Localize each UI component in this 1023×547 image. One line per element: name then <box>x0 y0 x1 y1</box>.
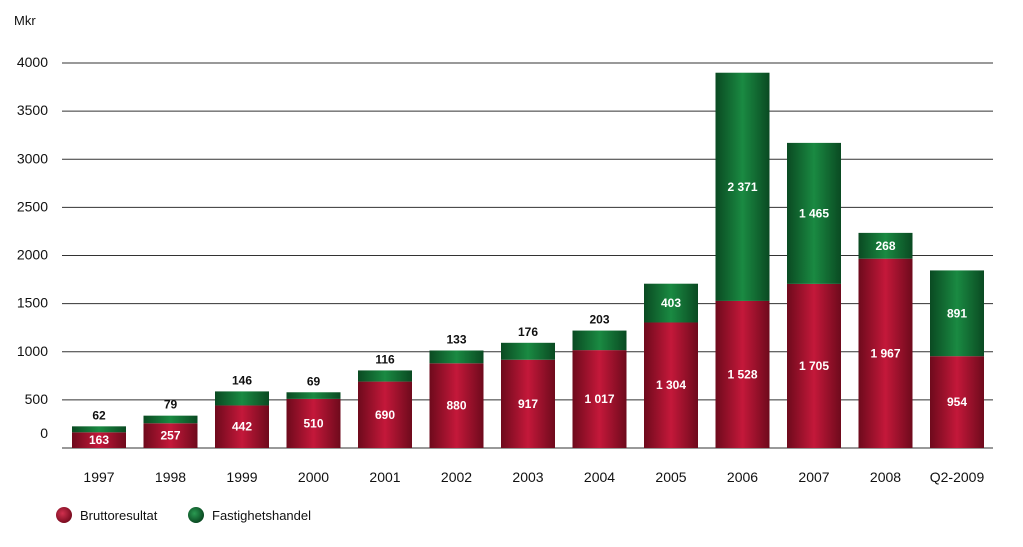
data-label-bruttoresultat: 1 017 <box>584 392 614 406</box>
bar-fastighetshandel <box>215 391 269 406</box>
data-label-fastighetshandel: 146 <box>232 373 252 387</box>
y-axis-unit-label: Mkr <box>14 13 36 28</box>
y-tick-label: 0 <box>40 425 48 441</box>
bar-bruttoresultat <box>644 322 698 448</box>
x-tick-label: 1998 <box>155 469 186 485</box>
data-label-bruttoresultat: 163 <box>89 433 109 447</box>
data-label-bruttoresultat: 1 967 <box>870 346 900 360</box>
data-label-fastighetshandel: 268 <box>875 239 895 253</box>
data-label-fastighetshandel: 203 <box>589 313 609 327</box>
y-tick-label: 1500 <box>17 295 48 311</box>
bar-bruttoresultat <box>286 398 341 448</box>
data-label-fastighetshandel: 69 <box>307 374 321 388</box>
x-tick-label: 2008 <box>870 469 901 485</box>
bar-bruttoresultat <box>858 258 913 448</box>
data-label-fastighetshandel: 116 <box>375 352 395 366</box>
y-tick-label: 3500 <box>17 102 48 118</box>
bar-fastighetshandel <box>787 142 841 284</box>
x-tick-label: 2004 <box>584 469 615 485</box>
bar-fastighetshandel <box>858 232 913 259</box>
data-label-fastighetshandel: 133 <box>446 332 466 346</box>
legend-label-fastighetshandel: Fastighetshandel <box>212 508 311 523</box>
bars: 163 62 257 79 442 146 510 69 690 116 880 133 917 176 1… <box>72 72 984 448</box>
data-label-fastighetshandel: 891 <box>947 306 967 320</box>
data-label-fastighetshandel: 62 <box>92 408 106 422</box>
legend: Bruttoresultat Fastighetshandel <box>56 507 311 523</box>
bar-bruttoresultat <box>143 423 198 448</box>
y-axis-ticks: 0 500 1000 1500 2000 2500 3000 3500 4000 <box>17 54 48 441</box>
x-tick-label: 2007 <box>798 469 829 485</box>
bar-fastighetshandel <box>644 283 698 323</box>
x-tick-label: 1997 <box>83 469 114 485</box>
data-label-fastighetshandel: 403 <box>661 296 681 310</box>
bar-bruttoresultat <box>787 283 841 448</box>
legend-swatch-fastighetshandel <box>188 507 204 523</box>
legend-swatch-bruttoresultat <box>56 507 72 523</box>
y-tick-label: 3000 <box>17 150 48 166</box>
y-tick-label: 4000 <box>17 54 48 70</box>
data-label-bruttoresultat: 1 705 <box>799 359 829 373</box>
bar-fastighetshandel <box>930 270 984 357</box>
bar-bruttoresultat <box>215 405 269 448</box>
bar-bruttoresultat <box>715 300 770 448</box>
bar-bruttoresultat <box>572 350 627 448</box>
bar-fastighetshandel <box>358 370 412 382</box>
bar-fastighetshandel <box>72 426 126 433</box>
x-tick-label: 2002 <box>441 469 472 485</box>
bar-bruttoresultat <box>501 359 555 448</box>
x-tick-label: 2005 <box>655 469 686 485</box>
bar-bruttoresultat <box>930 356 984 448</box>
data-label-fastighetshandel: 176 <box>518 325 538 339</box>
data-label-bruttoresultat: 880 <box>446 399 466 413</box>
bar-fastighetshandel <box>143 415 198 424</box>
bar-bruttoresultat <box>358 381 412 448</box>
bar-bruttoresultat <box>72 432 126 448</box>
bar-fastighetshandel <box>286 392 341 399</box>
x-tick-label: 2003 <box>512 469 543 485</box>
data-label-bruttoresultat: 1 528 <box>727 367 757 381</box>
x-tick-label: 1999 <box>226 469 257 485</box>
data-label-fastighetshandel: 2 371 <box>727 180 757 194</box>
data-label-bruttoresultat: 917 <box>518 397 538 411</box>
x-tick-label: 2001 <box>369 469 400 485</box>
legend-label-bruttoresultat: Bruttoresultat <box>80 508 158 523</box>
data-label-bruttoresultat: 257 <box>160 429 180 443</box>
data-label-bruttoresultat: 510 <box>303 416 323 430</box>
y-tick-label: 2000 <box>17 247 48 263</box>
bar-fastighetshandel <box>501 342 555 360</box>
data-label-fastighetshandel: 79 <box>164 398 178 412</box>
data-label-bruttoresultat: 442 <box>232 420 252 434</box>
x-tick-label: Q2-2009 <box>930 469 985 485</box>
bar-bruttoresultat <box>429 363 484 448</box>
y-tick-label: 2500 <box>17 198 48 214</box>
bar-fastighetshandel <box>572 330 627 351</box>
bar-fastighetshandel <box>429 350 484 364</box>
y-tick-label: 500 <box>25 391 49 407</box>
data-label-bruttoresultat: 690 <box>375 408 395 422</box>
data-label-bruttoresultat: 954 <box>947 395 967 409</box>
data-label-bruttoresultat: 1 304 <box>656 378 686 392</box>
y-tick-label: 1000 <box>17 343 48 359</box>
x-tick-label: 2006 <box>727 469 758 485</box>
x-tick-label: 2000 <box>298 469 329 485</box>
data-label-fastighetshandel: 1 465 <box>799 206 829 220</box>
x-axis-ticks: 1997 1998 1999 2000 2001 2002 2003 2004 2005 2006… <box>83 469 984 485</box>
bar-fastighetshandel <box>715 72 770 301</box>
